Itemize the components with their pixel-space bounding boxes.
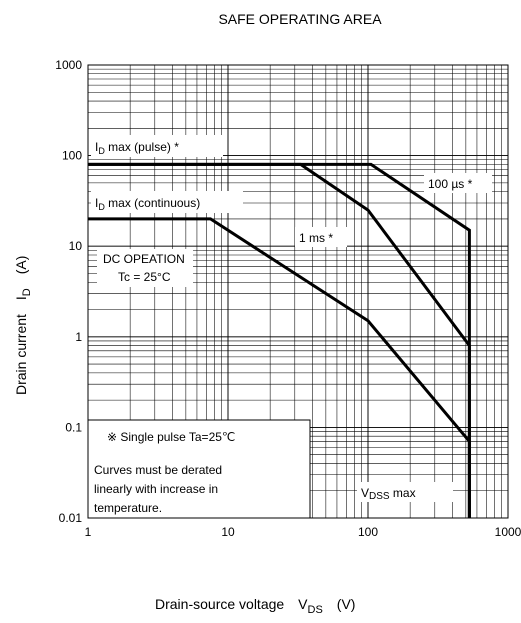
note-box: ※ Single pulse Ta=25℃ Curves must be der…	[87, 419, 311, 519]
y-tick-label: 10	[69, 239, 83, 253]
y-tick-label: 1	[75, 330, 82, 344]
svg-text:ID max (continuous): ID max (continuous)	[95, 196, 200, 212]
svg-text:temperature.: temperature.	[94, 501, 162, 515]
x-tick-label: 100	[358, 525, 378, 539]
svg-text:100 µs *: 100 µs *	[428, 177, 473, 191]
svg-text:linearly with increase in: linearly with increase in	[94, 482, 218, 496]
svg-text:DC OPEATION: DC OPEATION	[103, 252, 185, 266]
svg-text:Tc = 25°C: Tc = 25°C	[118, 270, 171, 284]
svg-text:※ Single pulse Ta=25℃: ※ Single pulse Ta=25℃	[107, 430, 235, 444]
annotation-100us: 100 µs *	[424, 173, 492, 193]
y-tick-label: 100	[62, 149, 82, 163]
y-tick-label: 1000	[55, 58, 82, 72]
chart-title: SAFE OPERATING AREA	[218, 11, 382, 27]
x-tick-label: 1	[85, 525, 92, 539]
annotation-id-continuous: ID max (continuous)	[91, 191, 243, 213]
tick-labels: 1 10 100 1000 0.01 0.1 1 10 100 1000	[55, 58, 521, 539]
y-tick-label: 0.1	[65, 420, 82, 434]
soa-curve-3	[88, 217, 471, 518]
y-tick-label: 0.01	[59, 511, 83, 525]
svg-text:VDSS max: VDSS max	[361, 486, 416, 502]
annotation-id-pulse: ID max (pulse) *	[91, 135, 223, 157]
annotation-dc-operation: DC OPEATION Tc = 25°C	[97, 249, 193, 287]
svg-text:Curves must be derated: Curves must be derated	[94, 463, 222, 477]
annotation-vdss: VDSS max	[357, 482, 453, 502]
svg-text:ID max (pulse) *: ID max (pulse) *	[95, 140, 179, 156]
y-axis-label: Drain currentID(A)	[13, 256, 33, 395]
x-axis-label: Drain-source voltage VDS (V)	[155, 596, 355, 616]
svg-text:1 ms *: 1 ms *	[299, 231, 333, 245]
soa-curve-2	[88, 162, 471, 518]
x-tick-label: 1000	[495, 525, 521, 539]
x-tick-label: 10	[221, 525, 235, 539]
soa-curves	[88, 162, 471, 518]
annotation-1ms: 1 ms *	[295, 227, 347, 247]
